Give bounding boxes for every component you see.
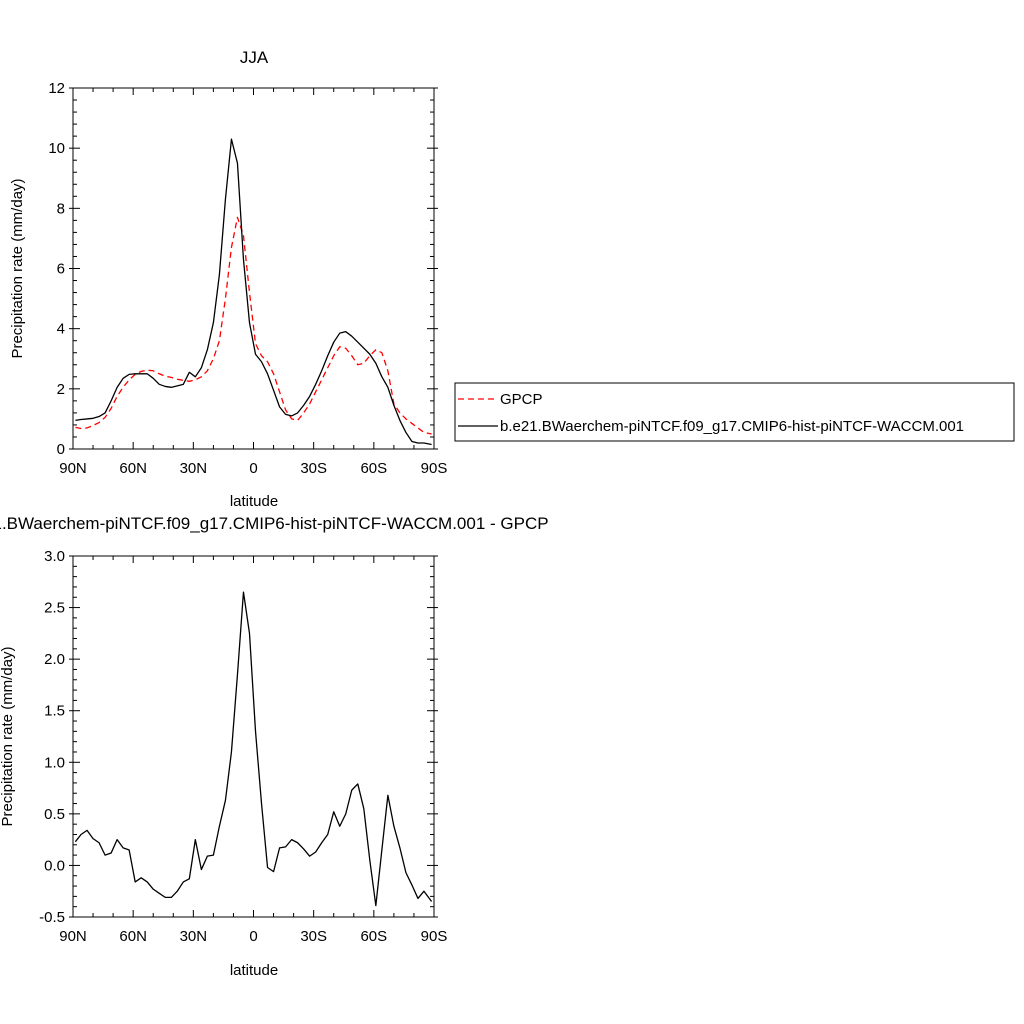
- bottom-data-lines: [74, 591, 433, 907]
- bottom-x-tick-label: 90S: [421, 928, 448, 945]
- bottom-x-tick-label: 30N: [180, 928, 208, 945]
- bottom-y-tick-label: 1.0: [44, 754, 65, 771]
- bottom-y-axis-label: Precipitation rate (mm/day): [0, 646, 16, 826]
- bottom-y-tick-label: 2.5: [44, 600, 65, 617]
- bottom-chart-title: b.e21.BWaerchem-piNTCF.f09_g17.CMIP6-his…: [0, 514, 549, 533]
- bottom-series-line-0: [74, 591, 433, 907]
- top-plot-frame: [72, 87, 435, 450]
- top-y-tick-label: 4: [57, 321, 65, 338]
- top-x-axis-label: latitude: [230, 493, 278, 510]
- top-x-tick-label: 0: [249, 460, 257, 477]
- bottom-y-tick-label: 3.0: [44, 548, 65, 565]
- top-x-tick-label: 90S: [421, 460, 448, 477]
- top-x-tick-label: 90N: [59, 460, 87, 477]
- bottom-axis-ticks: 90N 60N 30N 0 30S 60S 90S -0.5 0.0 0.5 1.0 1.5 2.0 2.…: [39, 548, 447, 945]
- legend: GPCP b.e21.BWaerchem-piNTCF.f09_g17.CMIP…: [454, 382, 1015, 442]
- bottom-panel: b.e21.BWaerchem-piNTCF.f09_g17.CMIP6-his…: [0, 514, 549, 979]
- bottom-x-tick-label: 30S: [300, 928, 327, 945]
- top-axis-ticks: 90N 60N 30N 0 30S 60S 90S 0 2 4 6 8 10 12: [48, 80, 447, 477]
- top-y-tick-label: 0: [57, 441, 65, 458]
- top-x-tick-label: 60S: [360, 460, 387, 477]
- bottom-x-tick-label: 60N: [119, 928, 147, 945]
- top-series-line-1: [75, 138, 432, 446]
- top-y-tick-label: 2: [57, 381, 65, 398]
- bottom-x-tick-label: 0: [249, 928, 257, 945]
- bottom-y-tick-label: 1.5: [44, 703, 65, 720]
- top-y-tick-label: 6: [57, 261, 65, 278]
- top-x-tick-label: 60N: [119, 460, 147, 477]
- bottom-x-axis-label: latitude: [230, 962, 278, 979]
- bottom-x-tick-label: 90N: [59, 928, 87, 945]
- bottom-x-tick-label: 60S: [360, 928, 387, 945]
- bottom-y-tick-label: 2.0: [44, 651, 65, 668]
- top-y-tick-label: 10: [48, 140, 65, 157]
- legend-box: [454, 382, 1015, 442]
- top-panel: JJA 90N 60N 30N 0 30S 60S 90S 0 2 4 6 8 10 12 latitud…: [9, 48, 447, 510]
- top-data-lines: [75, 138, 432, 446]
- top-x-tick-label: 30S: [300, 460, 327, 477]
- top-y-tick-label: 12: [48, 80, 65, 97]
- bottom-y-tick-label: -0.5: [39, 909, 65, 926]
- top-x-tick-label: 30N: [180, 460, 208, 477]
- top-series-line-0: [75, 216, 432, 435]
- top-y-tick-label: 8: [57, 200, 65, 217]
- bottom-plot-frame: [72, 555, 435, 918]
- top-chart-title: JJA: [240, 48, 269, 67]
- legend-gpcp-label: GPCP: [500, 391, 543, 408]
- legend-model-label: b.e21.BWaerchem-piNTCF.f09_g17.CMIP6-his…: [500, 418, 964, 435]
- bottom-y-tick-label: 0.0: [44, 857, 65, 874]
- top-y-axis-label: Precipitation rate (mm/day): [9, 178, 26, 358]
- bottom-y-tick-label: 0.5: [44, 806, 65, 823]
